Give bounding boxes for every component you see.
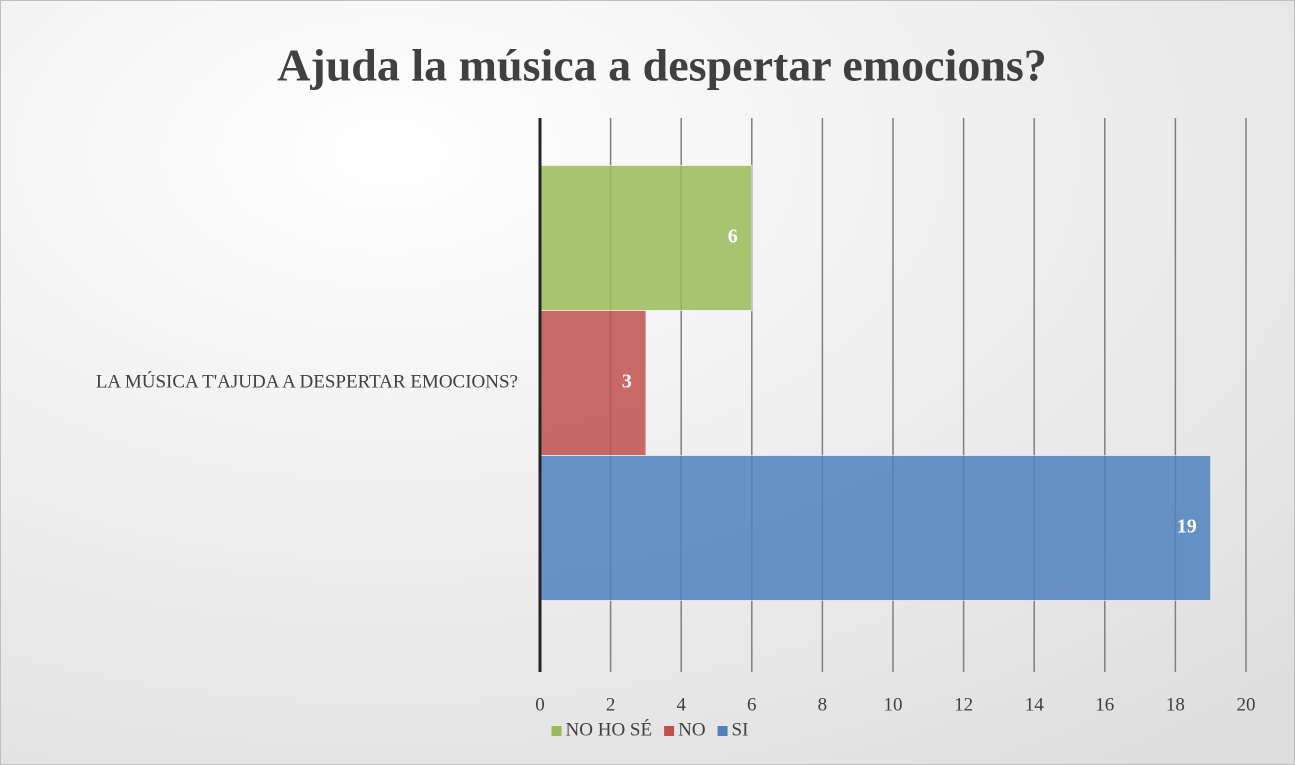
- x-tick-label: 18: [1166, 694, 1185, 715]
- bar: [539, 310, 647, 456]
- x-tick-label: 12: [954, 694, 973, 715]
- chart-title: Ajuda la música a despertar emocions?: [277, 40, 1047, 91]
- data-label: 19: [1177, 516, 1197, 538]
- x-tick-label: 2: [606, 694, 616, 715]
- y-tick-label: LA MÚSICA T'AJUDA A DESPERTAR EMOCIONS?: [96, 370, 518, 392]
- legend-label: NO HO SÉ: [566, 718, 653, 740]
- x-tick-label: 6: [747, 694, 757, 715]
- legend-label: NO: [678, 719, 705, 740]
- data-label: 3: [622, 371, 632, 393]
- x-tick-label: 8: [818, 694, 828, 715]
- legend-swatch: [664, 726, 675, 736]
- legend-label: SI: [732, 719, 749, 740]
- x-tick-label: 10: [884, 694, 903, 715]
- bar: [539, 455, 1212, 601]
- bar: [539, 165, 753, 311]
- x-tick-label: 16: [1095, 694, 1114, 715]
- x-tick-label: 20: [1237, 694, 1256, 715]
- x-tick-label: 0: [535, 694, 545, 715]
- legend: NO HO SÉ NO SI: [551, 718, 749, 740]
- x-tick-label: 14: [1025, 694, 1045, 715]
- x-tick-label: 4: [676, 694, 686, 715]
- legend-swatch: [551, 726, 562, 736]
- legend-swatch: [717, 726, 728, 736]
- data-label: 6: [728, 226, 738, 248]
